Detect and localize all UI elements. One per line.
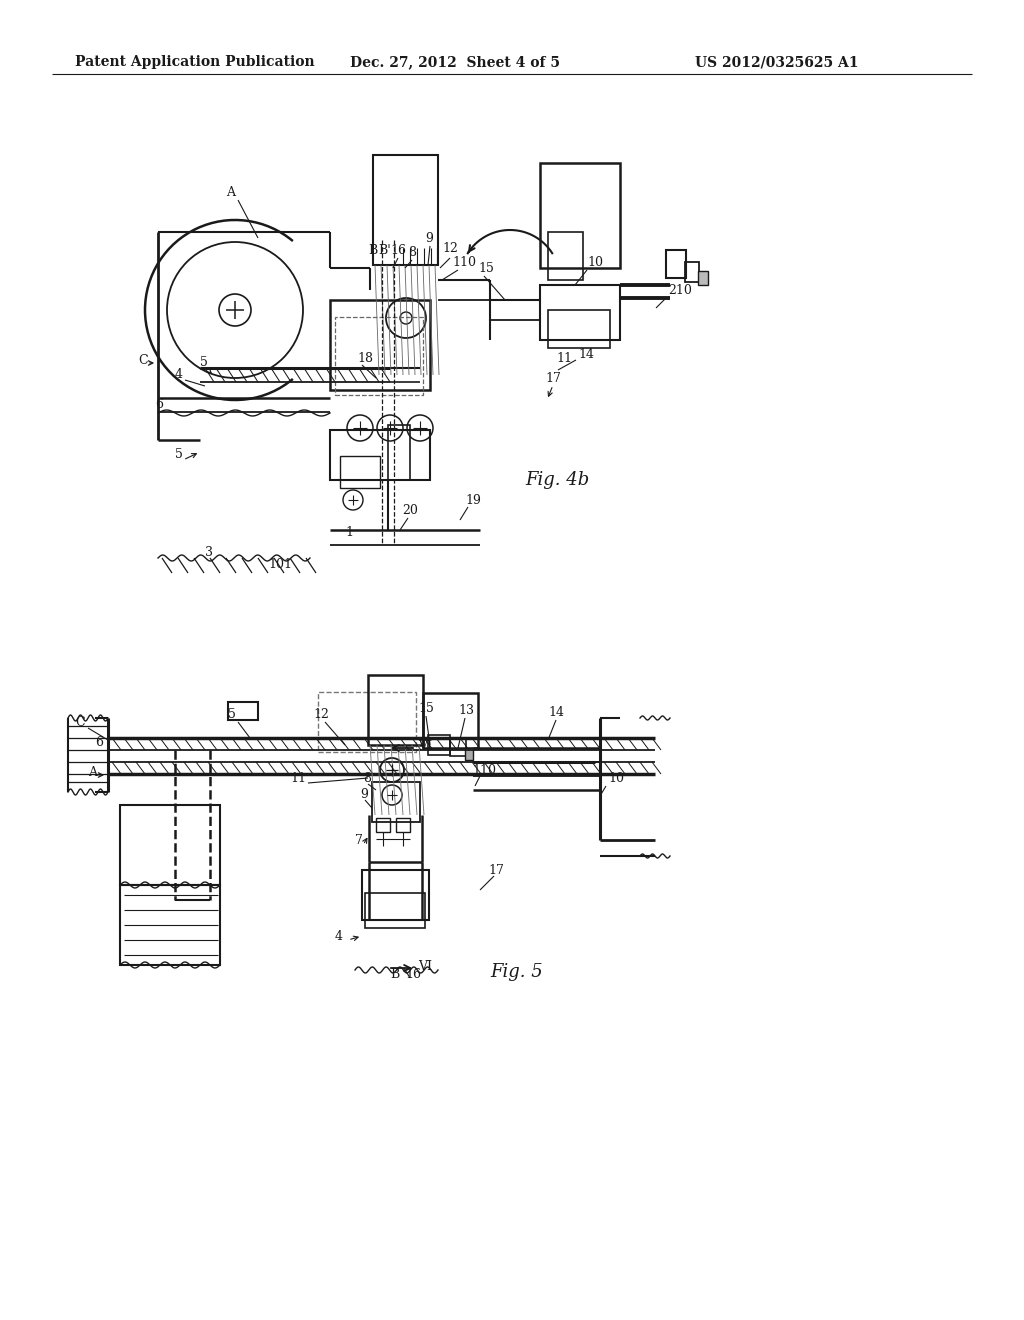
Text: 5: 5 [175,449,183,462]
Bar [373,154,438,265]
Text: VI: VI [418,960,432,973]
Text: 110: 110 [472,763,496,776]
Text: 9: 9 [425,231,433,244]
Text: C: C [75,715,85,729]
Text: Dec. 27, 2012  Sheet 4 of 5: Dec. 27, 2012 Sheet 4 of 5 [350,55,560,69]
Bar [376,818,390,832]
Bar [540,285,620,341]
Bar [540,162,620,268]
Bar [228,702,258,719]
Text: US 2012/0325625 A1: US 2012/0325625 A1 [695,55,858,69]
Bar [330,430,430,480]
Text: 5: 5 [228,708,236,721]
Text: 3: 3 [205,545,213,558]
Bar [548,232,583,280]
Text: 1: 1 [345,527,353,540]
Text: 12: 12 [313,708,329,721]
Bar [365,894,425,928]
Bar [318,692,416,752]
Bar [362,870,429,920]
Text: 210: 210 [668,284,692,297]
Text: 17: 17 [488,863,504,876]
Text: VI: VI [418,739,432,752]
Text: 16: 16 [390,243,406,256]
Bar [372,781,420,822]
Bar [685,261,699,282]
Text: A: A [88,766,97,779]
Bar [120,805,220,884]
Text: 19: 19 [465,494,481,507]
Bar [368,675,423,744]
Bar [120,884,220,965]
Bar [330,300,430,389]
Text: 15: 15 [478,261,494,275]
Text: 17: 17 [545,371,561,384]
Text: Patent Application Publication: Patent Application Publication [75,55,314,69]
Text: 6: 6 [95,735,103,748]
Text: 8: 8 [408,246,416,259]
Text: 10: 10 [587,256,603,268]
Text: 14: 14 [548,705,564,718]
Text: 11: 11 [290,771,306,784]
Text: 13: 13 [458,704,474,717]
Text: 6: 6 [155,399,163,412]
Text: 110: 110 [452,256,476,269]
Text: 5: 5 [200,355,208,368]
Text: 12: 12 [442,242,458,255]
Text: Fig. 5: Fig. 5 [490,964,543,981]
Text: 7: 7 [355,833,362,846]
Text: 9: 9 [360,788,368,801]
Text: Fig. 4b: Fig. 4b [525,471,589,488]
Text: 4: 4 [335,929,343,942]
Bar [340,455,380,488]
Text: 10: 10 [608,771,624,784]
Text: 14: 14 [578,348,594,362]
Text: C: C [138,354,147,367]
Text: 18: 18 [357,351,373,364]
Text: B: B [390,969,399,982]
Bar [396,818,410,832]
Text: B: B [368,243,377,256]
Bar [428,735,450,755]
Bar [388,425,410,480]
Bar [465,748,473,760]
Bar [666,249,686,279]
Text: 16: 16 [406,969,421,982]
Text: 101: 101 [268,558,292,572]
Bar [450,738,466,756]
Text: 11: 11 [556,351,572,364]
Bar [548,310,610,348]
Text: 15: 15 [418,701,434,714]
Text: A: A [226,186,234,198]
Text: B': B' [378,243,391,256]
Bar [698,271,708,285]
Text: 8: 8 [362,771,371,784]
Bar [335,317,423,395]
Bar [423,693,478,748]
Text: 4: 4 [175,368,183,381]
Text: 20: 20 [402,503,418,516]
